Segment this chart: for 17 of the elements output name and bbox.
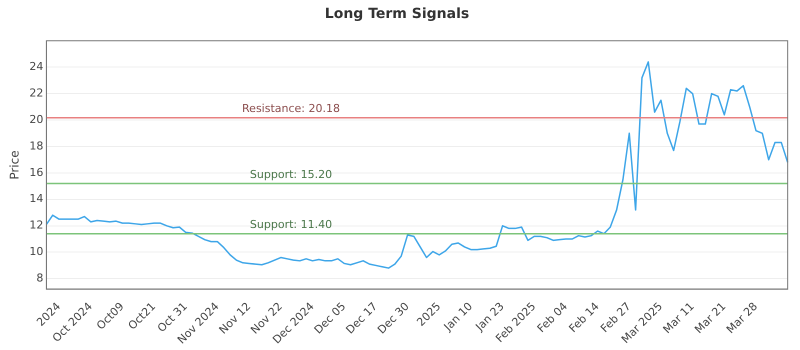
ref-line-label: Resistance: 20.18 bbox=[242, 102, 340, 116]
y-tick-label: 14 bbox=[29, 192, 44, 206]
y-tick-label: 12 bbox=[29, 218, 44, 232]
y-tick-label: 8 bbox=[36, 272, 44, 285]
chart-title: Long Term Signals bbox=[324, 6, 470, 22]
y-tick-label: 22 bbox=[29, 86, 44, 100]
y-tick-label: 16 bbox=[29, 166, 44, 179]
y-axis-title: Price bbox=[7, 150, 22, 180]
y-tick-label: 18 bbox=[29, 139, 44, 152]
x-tick-label: Dec 30 bbox=[375, 300, 412, 336]
ref-line-label: Support: 11.40 bbox=[250, 218, 332, 232]
y-tick-label: 10 bbox=[29, 245, 44, 258]
y-tick-label: 24 bbox=[29, 60, 44, 74]
x-tick-label: Mar 28 bbox=[724, 300, 760, 336]
y-tick-label: 20 bbox=[29, 112, 44, 126]
x-tick-label: Jan 10 bbox=[440, 300, 476, 334]
ref-line-label: Support: 15.20 bbox=[250, 168, 332, 181]
